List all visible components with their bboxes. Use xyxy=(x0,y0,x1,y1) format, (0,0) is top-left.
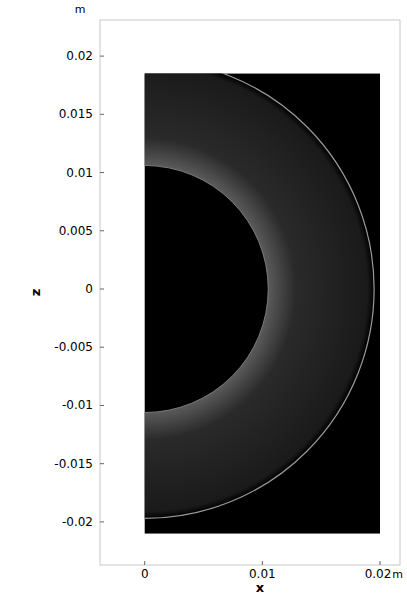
x-tick-label: 0.01 xyxy=(249,567,276,581)
y-tick xyxy=(100,405,104,406)
y-tick-label: -0.02 xyxy=(62,515,93,529)
y-tick xyxy=(100,114,104,115)
chart-root: 0 0.01 0.02 -0.02 -0.015 -0.01 -0.005 0 0.005 0.0… xyxy=(0,0,407,595)
annulus xyxy=(145,74,374,519)
inner-boundary xyxy=(145,165,269,412)
y-tick xyxy=(100,289,104,290)
y-axis-title: z xyxy=(28,289,43,297)
y-tick-label: -0.015 xyxy=(54,457,93,471)
outer-boundary xyxy=(145,74,374,519)
y-tick-label: -0.005 xyxy=(54,340,93,354)
y-tick xyxy=(100,172,104,173)
y-tick-label: 0.01 xyxy=(66,166,93,180)
x-tick xyxy=(262,561,263,565)
domain-content xyxy=(145,74,374,519)
y-tick xyxy=(100,463,104,464)
y-tick-label: 0.02 xyxy=(66,49,93,63)
y-tick-label: 0.015 xyxy=(59,107,93,121)
x-axis-title: x xyxy=(256,580,265,595)
chart: 0 0.01 0.02 -0.02 -0.015 -0.01 -0.005 0 0.005 0.0… xyxy=(0,0,407,595)
y-tick xyxy=(100,230,104,231)
y-tick-label: -0.01 xyxy=(62,398,93,412)
y-tick-label: 0.005 xyxy=(59,224,93,238)
plot-area xyxy=(100,60,380,534)
x-tick-label: 0 xyxy=(141,567,149,581)
y-tick xyxy=(100,521,104,522)
y-tick-label: 0 xyxy=(85,282,93,296)
y-tick xyxy=(100,56,104,57)
x-tick-label: 0.02 xyxy=(365,567,392,581)
y-tick xyxy=(100,347,104,348)
x-unit: m xyxy=(392,568,403,581)
y-unit: m xyxy=(75,3,86,16)
x-tick xyxy=(380,561,381,565)
x-tick xyxy=(144,561,145,565)
